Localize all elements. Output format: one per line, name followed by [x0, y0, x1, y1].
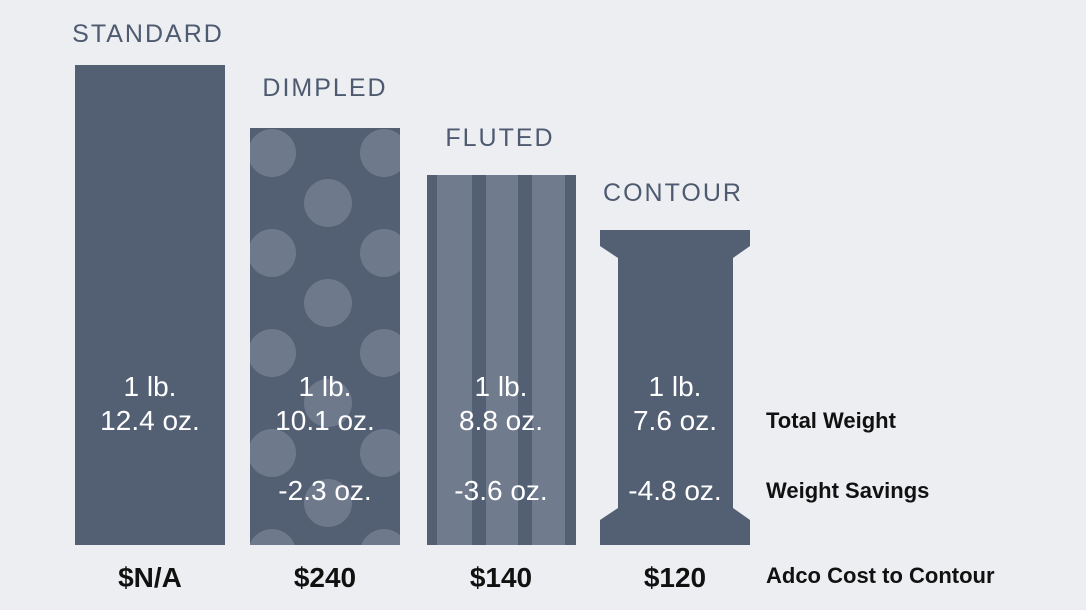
- cost: $140: [470, 562, 532, 593]
- savings: -3.6 oz.: [454, 475, 547, 506]
- row-label: Total Weight: [766, 408, 897, 433]
- dimple-pattern: [250, 128, 400, 545]
- cost: $120: [644, 562, 706, 593]
- column-name: DIMPLED: [262, 74, 387, 102]
- savings: -2.3 oz.: [278, 475, 371, 506]
- standard-bar: [75, 65, 225, 545]
- weight-line: 8.8 oz.: [459, 405, 543, 436]
- weight-line: 12.4 oz.: [100, 405, 200, 436]
- savings: -4.8 oz.: [628, 475, 721, 506]
- weight-line: 1 lb.: [124, 371, 177, 402]
- row-label: Weight Savings: [766, 478, 929, 503]
- column-name: FLUTED: [445, 124, 554, 152]
- weight-line: 1 lb.: [475, 371, 528, 402]
- column-name: CONTOUR: [603, 179, 743, 207]
- cost: $240: [294, 562, 356, 593]
- contour-bar: [600, 230, 750, 545]
- weight-line: 1 lb.: [299, 371, 352, 402]
- row-label: Adco Cost to Contour: [766, 563, 995, 588]
- column-name: STANDARD: [72, 20, 224, 48]
- weight-line: 7.6 oz.: [633, 405, 717, 436]
- weight-line: 10.1 oz.: [275, 405, 375, 436]
- cost: $N/A: [118, 562, 182, 593]
- weight-line: 1 lb.: [649, 371, 702, 402]
- fluted-bar: [427, 175, 576, 545]
